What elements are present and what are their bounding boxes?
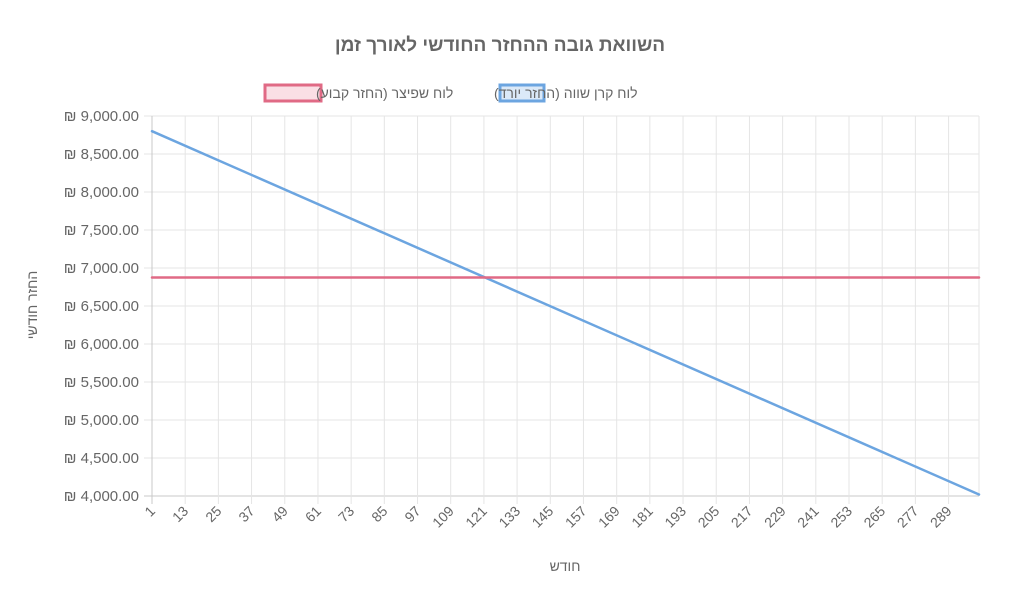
y-tick-label: ₪ 4,000.00 (64, 488, 139, 505)
x-tick-label: 277 (894, 503, 922, 531)
chart-title: השוואת גובה ההחזר החודשי לאורך זמן (335, 35, 665, 56)
x-tick-label: 1 (141, 503, 158, 520)
y-tick-label: ₪ 8,000.00 (64, 184, 139, 201)
series-lines (150, 129, 981, 496)
x-tick-label: 97 (401, 503, 423, 525)
x-tick-label: 25 (202, 503, 224, 525)
x-tick-label: 37 (235, 503, 257, 525)
x-tick-label: 193 (661, 503, 689, 531)
y-axis-title: החזר חודשי (24, 271, 40, 339)
x-tick-label: 85 (368, 503, 390, 525)
x-tick-label: 253 (827, 503, 855, 531)
x-tick-label: 289 (927, 503, 955, 531)
x-tick-label: 265 (860, 503, 888, 531)
legend[interactable]: לוח קרן שווה (החזר יורד) לוח שפיצר (החזר… (263, 83, 638, 103)
legend-item-series-0[interactable]: לוח קרן שווה (החזר יורד) (494, 83, 638, 103)
x-tick-label: 157 (562, 503, 590, 531)
y-tick-label: ₪ 5,500.00 (64, 374, 139, 391)
y-tick-label: ₪ 6,500.00 (64, 298, 139, 315)
legend-item-series-1[interactable]: לוח שפיצר (החזר קבוע) (263, 83, 453, 103)
x-tick-label: 169 (595, 503, 623, 531)
legend-label-series-1: לוח שפיצר (החזר קבוע) (316, 85, 453, 101)
x-tick-label: 13 (169, 503, 191, 525)
y-tick-label: ₪ 8,500.00 (64, 146, 139, 163)
x-tick-label: 49 (269, 503, 291, 525)
x-axis-ticks: 1 13 25 37 49 61 73 85 97 109 121 133 145 157 169 181 19… (141, 503, 955, 531)
y-tick-label: ₪ 5,000.00 (64, 412, 139, 429)
y-tick-label: ₪ 7,000.00 (64, 260, 139, 277)
legend-swatch-series-1 (263, 83, 323, 103)
x-tick-label: 217 (728, 503, 756, 531)
x-axis-title: חודש (550, 558, 581, 574)
x-tick-label: 61 (302, 503, 324, 525)
y-tick-label: ₪ 9,000.00 (64, 108, 139, 125)
x-tick-label: 205 (695, 503, 723, 531)
x-tick-label: 145 (529, 503, 557, 531)
y-tick-label: ₪ 4,500.00 (64, 450, 139, 467)
y-tick-label: ₪ 7,500.00 (64, 222, 139, 239)
x-tick-label: 73 (335, 503, 357, 525)
legend-swatch-series-0 (498, 83, 546, 103)
y-axis-ticks: ₪ 4,000.00 ₪ 4,500.00 ₪ 5,000.00 ₪ 5,500.00… (64, 108, 139, 505)
x-tick-label: 109 (429, 503, 457, 531)
x-tick-label: 229 (761, 503, 789, 531)
x-tick-label: 241 (794, 503, 822, 531)
x-tick-label: 121 (462, 503, 490, 531)
series-line-0 (150, 129, 981, 496)
x-tick-label: 133 (495, 503, 523, 531)
x-tick-label: 181 (628, 503, 656, 531)
grid (144, 115, 980, 504)
legend-label-series-0: לוח קרן שווה (החזר יורד) (494, 85, 638, 101)
y-tick-label: ₪ 6,000.00 (64, 336, 139, 353)
